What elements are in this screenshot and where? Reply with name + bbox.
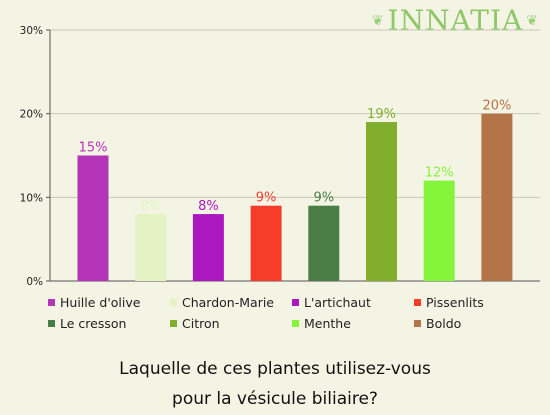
y-tick-label: 30% [20,25,43,37]
legend-item: Pissenlits [414,293,536,311]
legend-item: Menthe [292,314,414,332]
bar-value-label: 8% [198,199,219,214]
bar-value-label: 20% [482,99,511,114]
chart-question: Laquelle de ces plantes utilisez-vous po… [0,354,550,414]
legend-swatch [170,319,177,327]
legend-item: Le cresson [48,314,170,332]
bar [308,205,340,281]
legend-swatch [292,298,299,306]
y-tick-label: 20% [20,109,43,121]
legend-item: Citron [170,314,292,332]
legend-label: Menthe [304,315,351,331]
legend-swatch [48,319,55,327]
legend-label: Citron [182,315,220,331]
legend-item: Chardon-Marie [170,293,292,311]
bar [423,180,455,281]
bar-value-label: 8% [140,199,161,214]
bar-value-label: 9% [313,191,334,206]
bar [135,214,167,281]
legend-swatch [414,319,421,327]
bar-chart: 0% 10% 20% 30% 15% 8% 8% 9% 9% 19% 12% 20% [20,25,540,288]
bar [481,113,513,282]
legend-label: Le cresson [60,315,127,331]
bar-value-label: 12% [425,166,454,181]
legend-label: Huille d'olive [60,294,141,310]
leaf-icon: ❦ [371,12,385,29]
legend-item: Huille d'olive [48,293,170,311]
bar-value-label: 19% [367,107,396,122]
y-tick-label: 10% [20,192,43,204]
bar [366,122,397,282]
legend-label: Chardon-Marie [182,294,274,310]
bar [192,214,224,281]
bar [250,205,282,281]
question-line-2: pour la vésicule biliaire? [172,389,378,409]
chart-legend: Huille d'olive Chardon-Marie L'artichaut Pi… [48,293,548,332]
legend-swatch [414,298,421,306]
leaf-icon: ❦ [526,12,539,29]
legend-swatch [48,298,55,306]
legend-label: L'artichaut [304,294,371,310]
brand-name: INNATIA [387,4,524,37]
legend-label: Boldo [426,315,462,331]
legend-swatch [292,319,299,327]
legend-item: Boldo [414,314,536,332]
legend-item: L'artichaut [292,293,414,311]
bar-value-label: 9% [256,191,277,206]
legend-label: Pissenlits [426,294,484,310]
bar-value-label: 15% [79,141,108,156]
y-tick-label: 0% [26,276,43,288]
brand-logo: ❦ INNATIA ❦ [369,4,542,37]
question-line-1: Laquelle de ces plantes utilisez-vous [119,359,431,379]
bar [77,155,109,281]
legend-swatch [170,298,177,306]
